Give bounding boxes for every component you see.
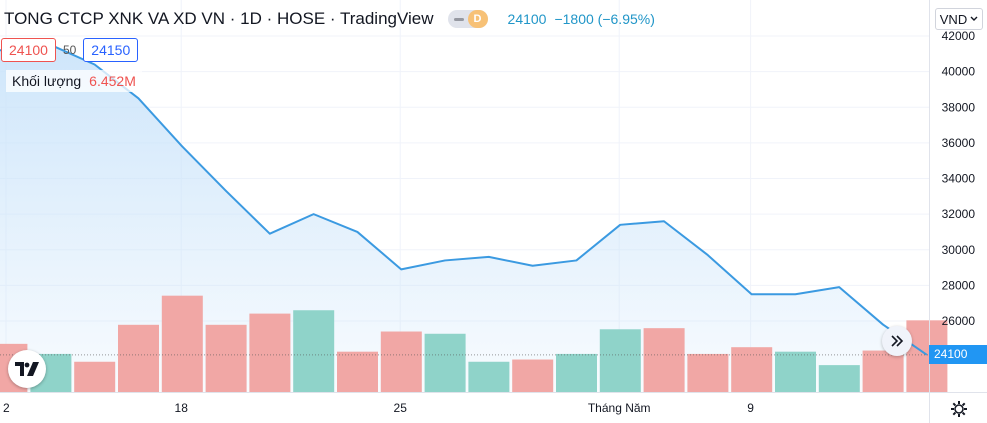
volume-bar bbox=[775, 351, 816, 392]
volume-bar bbox=[599, 329, 641, 392]
volume-bar bbox=[731, 347, 773, 392]
x-tick-label: 2 bbox=[3, 401, 10, 415]
y-tick-label: 32000 bbox=[942, 207, 976, 221]
currency-label: VND bbox=[939, 11, 968, 27]
volume-bar bbox=[118, 324, 159, 392]
volume-bar bbox=[512, 359, 554, 392]
volume-bar bbox=[380, 331, 422, 392]
volume-bar bbox=[337, 351, 378, 392]
volume-bar bbox=[424, 333, 466, 392]
price-change: −1800 (−6.95%) bbox=[554, 11, 655, 27]
minus-icon bbox=[453, 17, 464, 21]
volume-bar bbox=[161, 295, 203, 392]
bid-ask-row: 24100 50 24150 bbox=[1, 38, 139, 62]
volume-bar bbox=[556, 353, 597, 392]
y-tick-label: 40000 bbox=[942, 65, 976, 79]
price-area-fill bbox=[0, 44, 927, 392]
volume-bar bbox=[249, 313, 291, 392]
volume-bar bbox=[862, 350, 904, 392]
settings-button[interactable] bbox=[948, 398, 970, 420]
interval-badge: D bbox=[467, 10, 488, 28]
currency-select[interactable]: VND bbox=[935, 8, 983, 30]
x-tick-label: 25 bbox=[394, 401, 408, 415]
volume-bar bbox=[293, 310, 335, 392]
volume-legend[interactable]: Khối lượng 6.452M bbox=[6, 70, 142, 92]
tradingview-logo-icon bbox=[15, 362, 39, 376]
y-tick-label: 36000 bbox=[942, 136, 976, 150]
scroll-right-icon bbox=[891, 335, 904, 347]
chart-header: TONG CTCP XNK VA XD VN · 1D · HOSE · Tra… bbox=[4, 9, 655, 29]
volume-bar bbox=[687, 353, 729, 392]
interval-pill[interactable]: D bbox=[447, 10, 488, 28]
last-price-tag: 24100 bbox=[929, 345, 987, 364]
volume-bar bbox=[643, 328, 685, 392]
last-price: 24100 bbox=[507, 11, 547, 27]
symbol-title[interactable]: TONG CTCP XNK VA XD VN · 1D · HOSE · Tra… bbox=[4, 9, 434, 28]
chevron-down-icon bbox=[970, 16, 978, 21]
x-tick-label: 9 bbox=[747, 401, 754, 415]
volume-bar bbox=[74, 361, 116, 392]
x-tick-label: 18 bbox=[175, 401, 189, 415]
x-tick-label: Tháng Năm bbox=[588, 401, 651, 415]
y-tick-label: 38000 bbox=[942, 100, 976, 114]
volume-bar bbox=[818, 365, 860, 392]
volume-label: Khối lượng bbox=[12, 73, 82, 89]
settings-gear-icon bbox=[951, 401, 967, 417]
tradingview-logo[interactable] bbox=[8, 350, 46, 388]
y-tick-label: 42000 bbox=[942, 29, 976, 43]
y-tick-label: 30000 bbox=[942, 243, 976, 257]
spread-value: 50 bbox=[62, 43, 77, 57]
y-tick-label: 28000 bbox=[942, 278, 976, 292]
volume-bar bbox=[468, 361, 510, 392]
y-tick-label: 34000 bbox=[942, 172, 976, 186]
ask-price-box[interactable]: 24150 bbox=[83, 38, 139, 62]
bid-price-box[interactable]: 24100 bbox=[1, 38, 56, 62]
volume-bar bbox=[205, 324, 247, 392]
scroll-to-realtime-button[interactable] bbox=[882, 326, 912, 356]
volume-value: 6.452M bbox=[89, 73, 136, 89]
y-tick-label: 26000 bbox=[942, 314, 976, 328]
